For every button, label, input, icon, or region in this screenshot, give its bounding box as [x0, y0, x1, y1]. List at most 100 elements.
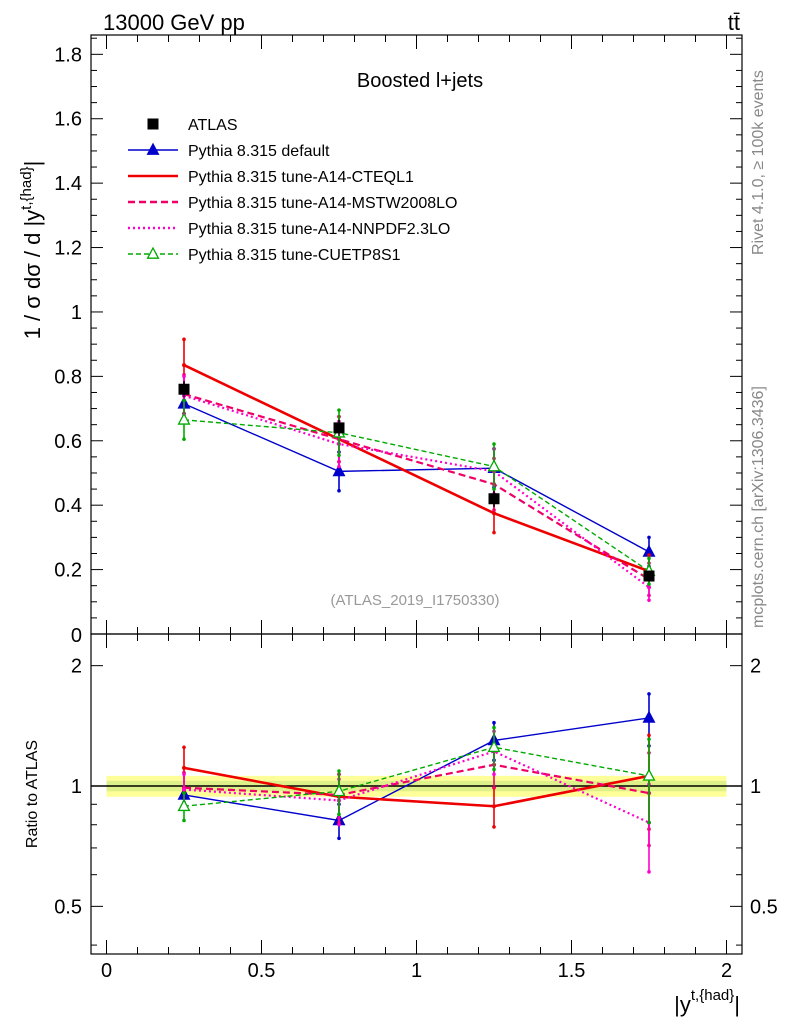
- ratio-error-cap: [492, 772, 496, 777]
- rivet-version-label: Rivet 4.1.0, ≥ 100k events: [750, 70, 767, 255]
- ratio-error-cap: [647, 820, 651, 825]
- main-error-cap: [492, 442, 496, 446]
- main-error-cap: [337, 453, 341, 458]
- x-tick-label: 0.5: [248, 960, 276, 982]
- process-label: tt̄: [728, 10, 740, 35]
- ratio-series-line: [183, 750, 650, 824]
- ratio-error-cap: [182, 745, 186, 750]
- main-y-tick-label: 1.2: [54, 238, 82, 260]
- ratio-point-marker: [642, 768, 656, 781]
- main-series: [182, 337, 651, 590]
- main-y-axis-label-sup: t,{had}: [18, 166, 35, 209]
- ratio-series: [177, 692, 656, 841]
- ratio-point-marker: [492, 804, 496, 809]
- ratio-point-marker: [642, 710, 656, 723]
- x-tick-label: 1.5: [558, 960, 586, 982]
- ratio-error-cap: [492, 720, 496, 725]
- main-y-tick-label-zero: 0: [71, 625, 82, 647]
- ratio-error-cap: [647, 733, 651, 737]
- ratio-error-cap: [182, 791, 186, 795]
- main-point-marker: [177, 412, 191, 425]
- chart-title: Boosted l+jets: [357, 70, 483, 92]
- main-y-tick-label: 1.6: [54, 109, 82, 131]
- ratio-error-cap: [182, 772, 186, 777]
- main-point-marker: [332, 463, 346, 477]
- x-tick-label: 2: [721, 960, 732, 982]
- main-error-cap: [647, 556, 651, 561]
- main-x-ticks: [106, 35, 727, 634]
- main-error-cap: [337, 408, 341, 412]
- main-error-cap: [182, 374, 186, 379]
- main-error-cap: [647, 582, 651, 586]
- main-series-line: [183, 394, 650, 589]
- main-error-cap: [647, 598, 651, 602]
- legend-label: Pythia 8.315 default: [188, 143, 330, 160]
- main-error-cap: [337, 488, 341, 493]
- legend-label: Pythia 8.315 tune-A14-CTEQL1: [188, 169, 414, 186]
- ratio-error-cap: [492, 767, 496, 772]
- main-y-tick-label: 1: [71, 302, 82, 324]
- ratio-y-tick-label-right: 0.5: [750, 896, 778, 918]
- ratio-series-line: [183, 746, 650, 807]
- ratio-error-cap: [492, 785, 496, 790]
- ratio-point-marker: [182, 765, 186, 770]
- main-error-cap: [647, 535, 651, 540]
- main-point-marker: [647, 585, 651, 590]
- main-series: [182, 372, 651, 598]
- main-error-cap: [182, 437, 186, 441]
- main-point-marker: [487, 459, 501, 472]
- ratio-error-cap: [492, 825, 496, 829]
- ratio-point-marker: [487, 739, 501, 753]
- main-series-line: [183, 419, 650, 572]
- ratio-error-cap: [337, 769, 341, 773]
- main-y-tick-label: 0.6: [54, 431, 82, 453]
- ratio-series-layer: [177, 692, 656, 874]
- main-panel: 0.2 0.4 0.6 0.8 1 1.2 1.4 1.6 1.8 0 Boosted l+jet…: [18, 34, 743, 647]
- main-error-cap: [182, 398, 186, 403]
- atlas-data-point: [333, 422, 345, 434]
- legend-marker: [146, 246, 160, 259]
- energy-label: 13000 GeV pp: [103, 10, 245, 35]
- analysis-tag: (ATLAS_2019_I1750330): [330, 592, 499, 609]
- ratio-y-axis: 0.5 0.5 1 1 2 2: [54, 656, 778, 946]
- atlas-data-point: [488, 493, 500, 505]
- x-tick-label: 1: [411, 960, 422, 982]
- x-tick-label: 0: [101, 960, 112, 982]
- ratio-error-cap: [182, 818, 186, 823]
- main-error-cap: [647, 553, 651, 557]
- main-y-tick-label: 0.4: [54, 495, 82, 517]
- ratio-y-tick-label-right: 1: [750, 776, 761, 798]
- main-series: [182, 374, 651, 602]
- main-y-tick-label: 1.8: [54, 44, 82, 66]
- main-series-line: [183, 393, 650, 581]
- legend: ATLAS Pythia 8.315 default Pythia 8.315 tu…: [128, 117, 457, 264]
- ratio-error-cap: [492, 725, 496, 730]
- ratio-series-line: [183, 763, 650, 797]
- ratio-error-cap: [337, 812, 341, 817]
- ratio-error-cap: [337, 836, 341, 841]
- legend-label: Pythia 8.315 tune-CUETP8S1: [188, 247, 401, 264]
- main-error-cap: [182, 337, 186, 342]
- main-series: [177, 398, 656, 586]
- ratio-error-cap: [337, 822, 341, 827]
- ratio-y-axis-label: Ratio to ATLAS: [24, 740, 41, 848]
- ratio-y-tick-label-left: 2: [71, 656, 82, 678]
- x-axis-label-main: |y: [674, 992, 691, 1017]
- main-data-layer: [178, 381, 655, 582]
- main-series-layer: [177, 337, 656, 602]
- main-y-axis-label-tail: |: [20, 161, 45, 167]
- x-axis-label-sup: t,{had}: [691, 987, 734, 1004]
- atlas-data-point: [178, 383, 190, 395]
- main-error-cap: [492, 530, 496, 535]
- ratio-y-tick-label-left: 1: [71, 776, 82, 798]
- main-y-tick-label: 0.8: [54, 366, 82, 388]
- main-y-axis-label-main: 1 / σ dσ / d |y: [20, 210, 45, 339]
- main-y-tick-label: 1.4: [54, 173, 82, 195]
- legend-label: Pythia 8.315 tune-A14-MSTW2008LO: [188, 195, 457, 212]
- ratio-series: [177, 725, 656, 825]
- ratio-point-marker: [177, 798, 191, 812]
- legend-atlas-label: ATLAS: [188, 117, 238, 134]
- legend-atlas-marker: [147, 118, 159, 130]
- main-point-marker: [492, 511, 496, 516]
